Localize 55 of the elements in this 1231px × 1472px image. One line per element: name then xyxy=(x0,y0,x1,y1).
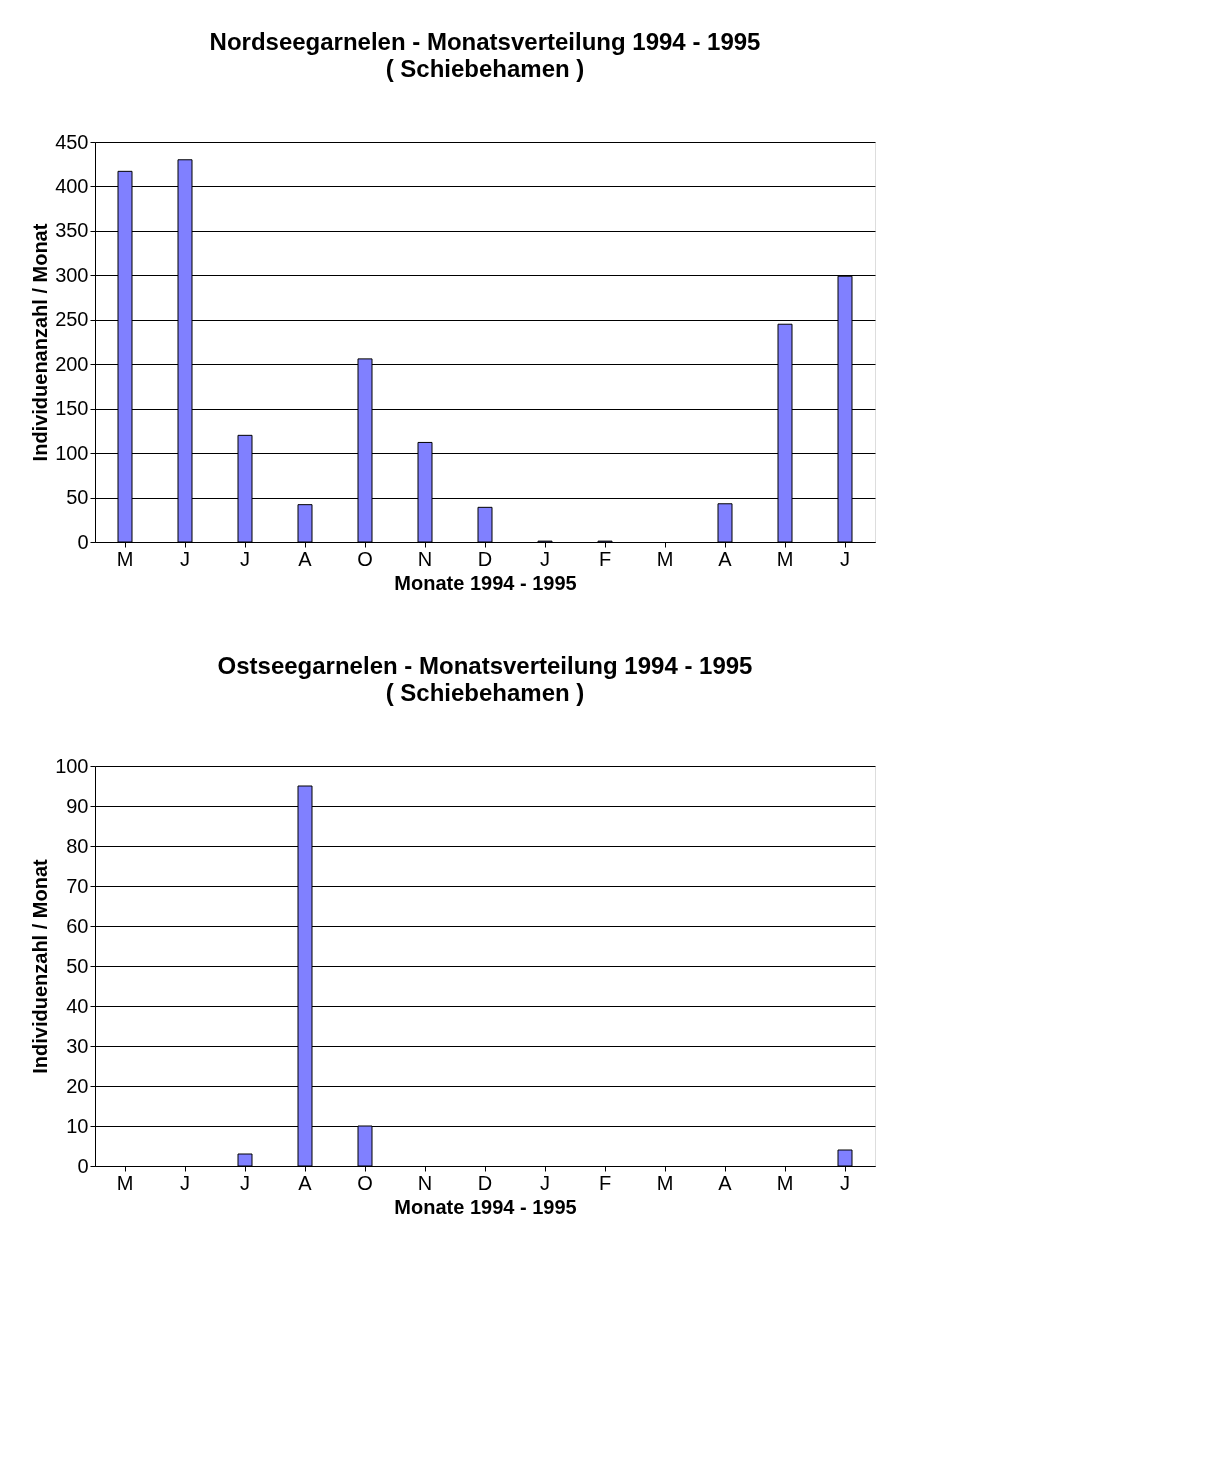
chart-subtitle: ( Schiebehamen ) xyxy=(385,679,585,706)
y-tick-label: 20 xyxy=(66,1074,89,1097)
x-tick-label: M xyxy=(776,1171,794,1194)
x-tick-label: A xyxy=(298,547,313,570)
x-tick-label: A xyxy=(718,1171,733,1194)
x-tick-label: N xyxy=(417,547,433,570)
y-tick-label: 300 xyxy=(55,263,89,286)
y-tick-label: 400 xyxy=(55,174,89,197)
y-tick-label: 100 xyxy=(55,441,89,464)
y-tick-label: 250 xyxy=(55,308,89,331)
x-tick-label: J xyxy=(540,1171,550,1194)
y-tick-label: 100 xyxy=(55,754,89,777)
x-tick-label: J xyxy=(180,547,190,570)
chart-title: Nordseegarnelen - Monatsverteilung 1994 - 1995 xyxy=(209,28,761,55)
x-tick-label: J xyxy=(540,547,550,570)
chart-title: Ostseegarnelen - Monatsverteilung 1994 - 1995 xyxy=(217,652,753,679)
x-tick-label: A xyxy=(718,547,733,570)
x-tick-label: A xyxy=(298,1171,313,1194)
y-tick-label: 0 xyxy=(77,1154,89,1177)
x-tick-label: J xyxy=(840,1171,850,1194)
y-axis-title: Individuenanzahl / Monat xyxy=(29,223,52,462)
x-axis-title: Monate 1994 - 1995 xyxy=(394,1195,577,1218)
x-tick-label: J xyxy=(840,547,850,570)
y-tick-label: 0 xyxy=(77,530,89,553)
y-tick-label: 30 xyxy=(66,1034,89,1057)
x-tick-label: F xyxy=(598,547,612,570)
x-tick-label: J xyxy=(240,1171,250,1194)
y-tick-label: 200 xyxy=(55,352,89,375)
x-tick-label: F xyxy=(598,1171,612,1194)
x-tick-label: O xyxy=(357,547,373,570)
y-tick-label: 80 xyxy=(66,834,89,857)
x-tick-label: N xyxy=(417,1171,433,1194)
y-tick-label: 150 xyxy=(55,397,89,420)
y-tick-label: 10 xyxy=(66,1114,89,1137)
x-tick-label: J xyxy=(240,547,250,570)
y-tick-label: 40 xyxy=(66,994,89,1017)
chart-subtitle: ( Schiebehamen ) xyxy=(385,55,585,82)
x-tick-label: M xyxy=(656,1171,674,1194)
x-tick-label: D xyxy=(477,1171,493,1194)
x-tick-label: M xyxy=(776,547,794,570)
y-tick-label: 60 xyxy=(66,914,89,937)
x-tick-label: D xyxy=(477,547,493,570)
y-tick-label: 90 xyxy=(66,794,89,817)
y-axis-title: Individuenzahl / Monat xyxy=(29,858,52,1074)
y-tick-label: 70 xyxy=(66,874,89,897)
x-tick-label: M xyxy=(116,547,134,570)
y-tick-label: 350 xyxy=(55,219,89,242)
y-tick-label: 50 xyxy=(66,486,89,509)
x-tick-label: M xyxy=(116,1171,134,1194)
y-tick-label: 450 xyxy=(55,130,89,153)
x-tick-label: J xyxy=(180,1171,190,1194)
x-tick-label: M xyxy=(656,547,674,570)
y-tick-label: 50 xyxy=(66,954,89,977)
x-axis-title: Monate 1994 - 1995 xyxy=(394,571,577,594)
x-tick-label: O xyxy=(357,1171,373,1194)
